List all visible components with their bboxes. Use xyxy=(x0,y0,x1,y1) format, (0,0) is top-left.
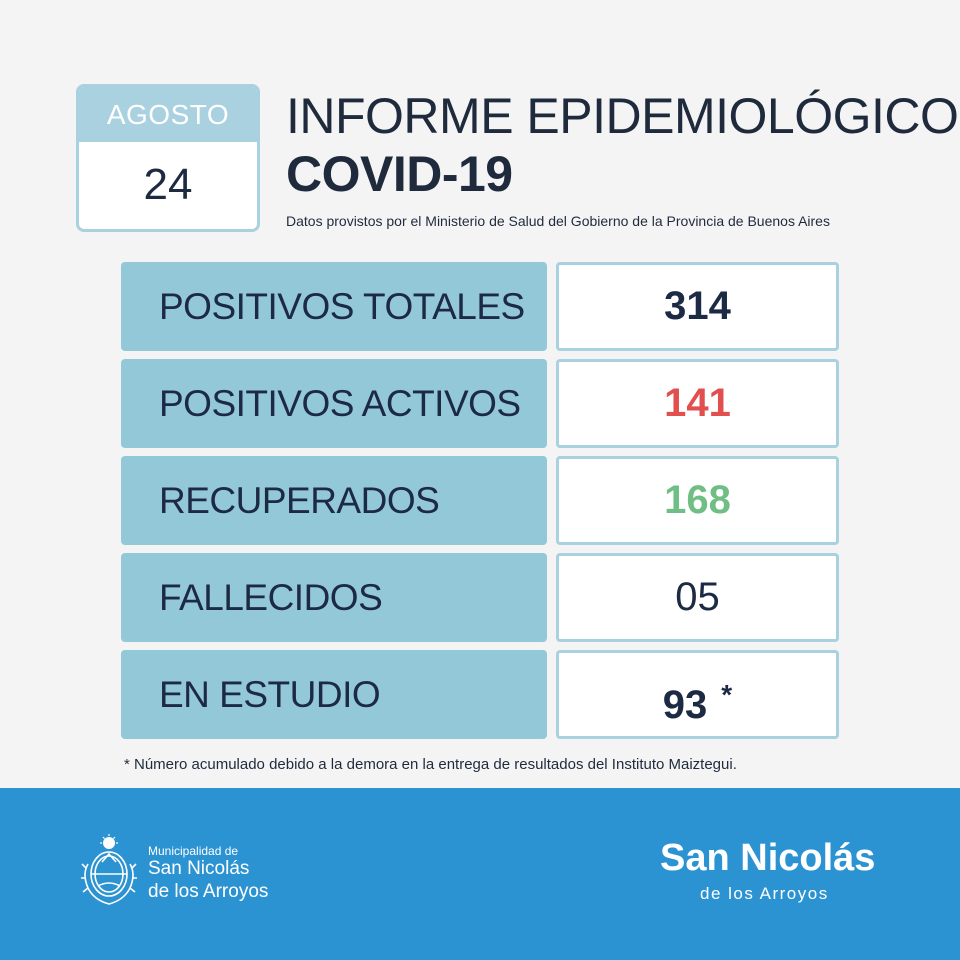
footnote-marker: * xyxy=(721,679,733,710)
municipality-label: Municipalidad de xyxy=(148,844,239,858)
city-logo-subtitle: de los Arroyos xyxy=(700,884,829,903)
stat-value-box: 168 xyxy=(556,456,839,545)
stat-value: 314 xyxy=(664,284,731,328)
stat-row-recuperados: RECUPERADOS 168 xyxy=(121,456,839,545)
stat-label: EN ESTUDIO xyxy=(121,650,547,739)
stat-value-box: 141 xyxy=(556,359,839,448)
stat-label: POSITIVOS ACTIVOS xyxy=(121,359,547,448)
stat-row-fallecidos: FALLECIDOS 05 xyxy=(121,553,839,642)
stat-value-box: 314 xyxy=(556,262,839,351)
stat-row-positivos-activos: POSITIVOS ACTIVOS 141 xyxy=(121,359,839,448)
municipality-name-line1: San Nicolás xyxy=(148,858,250,879)
report-subtitle-covid: COVID-19 xyxy=(286,146,513,202)
stat-value-box: 93 * xyxy=(556,650,839,739)
stat-label: RECUPERADOS xyxy=(121,456,547,545)
stats-table: POSITIVOS TOTALES 314 POSITIVOS ACTIVOS … xyxy=(121,262,839,747)
stat-value: 141 xyxy=(664,381,731,425)
date-card: AGOSTO 24 xyxy=(76,84,260,232)
stat-value: 93 xyxy=(662,683,708,727)
date-month: AGOSTO xyxy=(79,87,257,142)
stat-row-positivos-totales: POSITIVOS TOTALES 314 xyxy=(121,262,839,351)
stat-label: POSITIVOS TOTALES xyxy=(121,262,547,351)
city-logo-wordmark: San Nicolás xyxy=(660,837,876,879)
data-source-note: Datos provistos por el Ministerio de Sal… xyxy=(286,213,830,229)
provincial-coat-of-arms-icon xyxy=(81,834,137,905)
stat-value-box: 05 xyxy=(556,553,839,642)
stat-row-en-estudio: EN ESTUDIO 93 * xyxy=(121,650,839,739)
stat-label: FALLECIDOS xyxy=(121,553,547,642)
footnote: * Número acumulado debido a la demora en… xyxy=(124,756,737,773)
stat-value: 168 xyxy=(664,478,731,522)
date-day: 24 xyxy=(143,160,193,209)
report-title: INFORME EPIDEMIOLÓGICO xyxy=(286,88,959,144)
municipality-name-line2: de los Arroyos xyxy=(148,881,269,902)
stat-value: 05 xyxy=(675,575,720,619)
footer-bar: Municipalidad de San Nicolás de los Arro… xyxy=(0,788,960,960)
